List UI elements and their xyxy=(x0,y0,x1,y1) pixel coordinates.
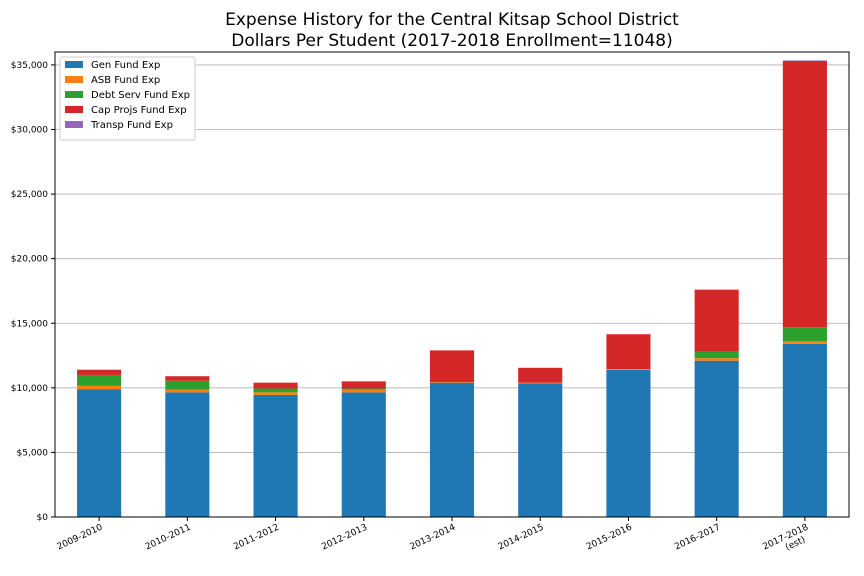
bar-segment xyxy=(165,380,210,390)
legend-swatch xyxy=(65,61,83,68)
bars xyxy=(77,60,827,517)
bar-segment xyxy=(77,389,122,517)
legend-entry: ASB Fund Exp xyxy=(91,75,160,86)
x-tick-label: 2009-2010 xyxy=(56,523,105,553)
bar-segment xyxy=(165,389,210,393)
bar-segment xyxy=(77,374,122,386)
y-tick-label: $30,000 xyxy=(11,126,48,136)
bar-segment xyxy=(253,392,298,395)
x-tick-label-line: 2011-2012 xyxy=(232,523,281,553)
bar-segment xyxy=(606,334,651,370)
y-tick-label: $25,000 xyxy=(11,190,48,200)
bar-segment xyxy=(782,60,827,62)
x-tick-label-line: 2014-2015 xyxy=(497,523,546,553)
x-tick-label: 2015-2016 xyxy=(585,523,634,553)
bar-segment xyxy=(606,369,651,517)
y-tick-label: $10,000 xyxy=(11,384,48,394)
bar-segment xyxy=(341,388,386,390)
legend-entry: Cap Projs Fund Exp xyxy=(91,105,187,116)
bar-segment xyxy=(77,369,122,375)
bar-segment xyxy=(782,327,827,342)
bar-segment xyxy=(782,343,827,517)
x-tick-label-line: 2012-2013 xyxy=(320,523,369,553)
x-tick-label: 2011-2012 xyxy=(232,523,281,553)
x-tick-label: 2013-2014 xyxy=(409,523,458,553)
legend-swatch xyxy=(65,76,83,83)
x-tick-label: 2017-2018(est) xyxy=(761,523,814,562)
bar-segment xyxy=(694,358,739,361)
bar-segment xyxy=(518,382,563,384)
y-tick-label: $20,000 xyxy=(11,255,48,265)
bar-segment xyxy=(341,392,386,517)
x-tick-label: 2010-2011 xyxy=(144,523,193,553)
y-axis-ticks: $0 $5,000 $10,000 $15,000 $20,000 $25,000 $30,… xyxy=(11,61,55,523)
legend-entry: Gen Fund Exp xyxy=(91,60,160,71)
bar-segment xyxy=(165,376,210,381)
x-tick-label: 2012-2013 xyxy=(320,523,369,553)
bar-segment xyxy=(782,341,827,344)
x-tick-label-line: 2016-2017 xyxy=(673,523,722,553)
bar-segment xyxy=(429,350,475,383)
x-tick-label-line: 2010-2011 xyxy=(144,523,193,553)
y-tick-label: $5,000 xyxy=(17,448,49,458)
legend-entry: Transp Fund Exp xyxy=(90,120,173,131)
bar-segment xyxy=(429,382,475,383)
y-tick-label: $0 xyxy=(37,513,49,523)
bar-segment xyxy=(165,392,210,517)
chart-title-line-2: Dollars Per Student (2017-2018 Enrollmen… xyxy=(231,31,673,51)
x-tick-label-line: 2013-2014 xyxy=(409,523,458,553)
y-tick-label: $35,000 xyxy=(11,61,48,71)
legend-swatch xyxy=(65,121,83,128)
bar-segment xyxy=(253,388,298,393)
bar-segment xyxy=(253,382,298,389)
legend-swatch xyxy=(65,106,83,113)
x-tick-label: 2014-2015 xyxy=(497,523,546,553)
bar-segment xyxy=(606,369,651,370)
bar-segment xyxy=(694,289,739,352)
bar-segment xyxy=(694,360,739,517)
y-tick-label: $15,000 xyxy=(11,319,48,329)
bar-segment xyxy=(518,367,563,383)
legend-swatch xyxy=(65,91,83,98)
x-axis-ticks: 2009-2010 2010-2011 2011-2012 2012-2013 2013… xyxy=(56,517,814,562)
bar-segment xyxy=(429,382,475,517)
legend: Gen Fund Exp ASB Fund Exp Debt Serv Fund E… xyxy=(59,56,196,141)
bar-segment xyxy=(518,383,563,517)
bar-segment xyxy=(77,385,122,390)
bar-segment xyxy=(782,61,827,328)
legend-entry: Debt Serv Fund Exp xyxy=(91,90,190,101)
bar-segment xyxy=(341,381,386,389)
chart-title-line-1: Expense History for the Central Kitsap S… xyxy=(225,10,679,30)
legend-box xyxy=(59,56,196,141)
x-tick-label-line: 2015-2016 xyxy=(585,523,634,553)
bar-segment xyxy=(341,389,386,393)
bar-segment xyxy=(253,394,298,517)
bar-segment xyxy=(694,351,739,359)
x-tick-label-line: 2009-2010 xyxy=(56,523,105,553)
x-tick-label: 2016-2017 xyxy=(673,523,722,553)
